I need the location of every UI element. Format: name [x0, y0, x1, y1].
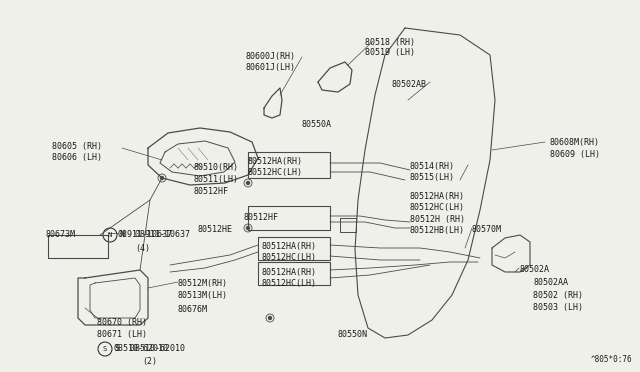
Text: 80670 (RH): 80670 (RH): [97, 318, 147, 327]
Text: 80512HC(LH): 80512HC(LH): [262, 279, 317, 288]
Text: 80550N: 80550N: [338, 330, 368, 339]
Text: 80512HA(RH): 80512HA(RH): [248, 157, 303, 166]
Text: 80676M: 80676M: [178, 305, 208, 314]
Text: (4): (4): [135, 244, 150, 253]
Text: 80512HA(RH): 80512HA(RH): [410, 192, 465, 201]
Text: 08510-62010: 08510-62010: [113, 344, 168, 353]
Text: 80570M: 80570M: [472, 225, 502, 234]
Text: 80550A: 80550A: [302, 120, 332, 129]
Text: 80512M(RH): 80512M(RH): [178, 279, 228, 288]
Text: 80502AB: 80502AB: [392, 80, 427, 89]
Text: 80502AA: 80502AA: [533, 278, 568, 287]
Text: 80512HF: 80512HF: [193, 187, 228, 196]
Text: 80608M(RH): 80608M(RH): [550, 138, 600, 147]
Circle shape: [246, 227, 250, 230]
Text: ^805*0:76: ^805*0:76: [590, 355, 632, 364]
Text: 80512H (RH): 80512H (RH): [410, 215, 465, 224]
Text: 80605 (RH): 80605 (RH): [52, 142, 102, 151]
Text: 80502A: 80502A: [519, 265, 549, 274]
Text: 80600J(RH): 80600J(RH): [245, 52, 295, 61]
Text: 80503 (LH): 80503 (LH): [533, 303, 583, 312]
Text: 80512HF: 80512HF: [243, 213, 278, 222]
Text: 80673M: 80673M: [45, 230, 75, 239]
Text: 80606 (LH): 80606 (LH): [52, 153, 102, 162]
Circle shape: [161, 176, 163, 180]
Text: 80513M(LH): 80513M(LH): [178, 291, 228, 300]
Text: 80510(RH): 80510(RH): [193, 163, 238, 172]
Text: 80515(LH): 80515(LH): [410, 173, 455, 182]
Text: 80511(LH): 80511(LH): [193, 175, 238, 184]
Text: 08911-10637: 08911-10637: [118, 230, 173, 239]
Text: (2): (2): [142, 357, 157, 366]
Text: N  08911-10637: N 08911-10637: [120, 230, 190, 239]
Text: 80601J(LH): 80601J(LH): [245, 63, 295, 72]
Text: 80512HC(LH): 80512HC(LH): [262, 253, 317, 262]
Text: S  08510-62010: S 08510-62010: [115, 344, 185, 353]
Text: 80609 (LH): 80609 (LH): [550, 150, 600, 159]
Text: 80512HC(LH): 80512HC(LH): [248, 168, 303, 177]
Circle shape: [269, 317, 271, 320]
Text: 80514(RH): 80514(RH): [410, 162, 455, 171]
Text: 80671 (LH): 80671 (LH): [97, 330, 147, 339]
Circle shape: [246, 182, 250, 185]
Text: 80512HE: 80512HE: [198, 225, 233, 234]
Text: 80512HB(LH): 80512HB(LH): [410, 226, 465, 235]
Text: 80518 (RH): 80518 (RH): [365, 38, 415, 47]
Text: 80512HC(LH): 80512HC(LH): [410, 203, 465, 212]
Text: 80519 (LH): 80519 (LH): [365, 48, 415, 57]
Text: N: N: [108, 232, 112, 238]
Text: 80502 (RH): 80502 (RH): [533, 291, 583, 300]
Text: 80512HA(RH): 80512HA(RH): [262, 242, 317, 251]
Text: 80512HA(RH): 80512HA(RH): [262, 268, 317, 277]
Text: S: S: [103, 346, 107, 352]
